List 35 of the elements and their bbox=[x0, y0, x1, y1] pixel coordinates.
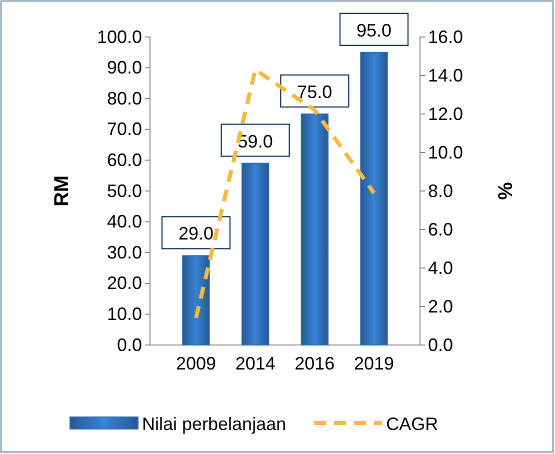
y-tick-label: 60.0 bbox=[106, 150, 142, 170]
y-tick-label: 70.0 bbox=[106, 119, 142, 140]
bar bbox=[241, 162, 270, 346]
data-label: 29.0 bbox=[178, 224, 214, 244]
data-label: 95.0 bbox=[356, 20, 392, 40]
y2-tick-label: 0.0 bbox=[428, 334, 454, 355]
y-tick-label: 50.0 bbox=[106, 180, 142, 201]
y2-tick-label: 10.0 bbox=[428, 142, 464, 162]
y-tick-label: 20.0 bbox=[106, 273, 142, 294]
data-label: 75.0 bbox=[297, 82, 332, 102]
legend-label: CAGR bbox=[386, 414, 438, 434]
y2-tick-label: 12.0 bbox=[428, 104, 464, 124]
y2-tick-label: 4.0 bbox=[428, 258, 454, 278]
y2-tick-label: 2.0 bbox=[428, 296, 454, 316]
x-tick-label: 2014 bbox=[235, 354, 276, 374]
y2-axis-title: % bbox=[495, 182, 517, 200]
y-tick-label: 10.0 bbox=[106, 304, 142, 324]
y-tick-label: 90.0 bbox=[106, 58, 142, 78]
y2-tick-label: 8.0 bbox=[428, 180, 454, 201]
bar bbox=[360, 52, 388, 346]
y-tick-label: 30.0 bbox=[106, 242, 142, 262]
y2-tick-label: 6.0 bbox=[428, 219, 454, 240]
y2-tick-label: 16.0 bbox=[428, 26, 464, 47]
y-tick-label: 80.0 bbox=[106, 88, 142, 108]
bar bbox=[182, 255, 210, 346]
x-tick-label: 2016 bbox=[294, 354, 335, 374]
y-axis-title: RM bbox=[51, 175, 73, 207]
bar bbox=[300, 114, 329, 346]
x-tick-label: 2019 bbox=[354, 354, 394, 374]
y-tick-label: 100.0 bbox=[96, 26, 142, 47]
x-tick-label: 2009 bbox=[176, 354, 216, 374]
y-tick-label: 0.0 bbox=[116, 334, 142, 355]
y-tick-label: 40.0 bbox=[106, 212, 142, 232]
legend-label: Nilai perbelanjaan bbox=[142, 414, 286, 434]
y2-tick-label: 14.0 bbox=[428, 65, 464, 86]
